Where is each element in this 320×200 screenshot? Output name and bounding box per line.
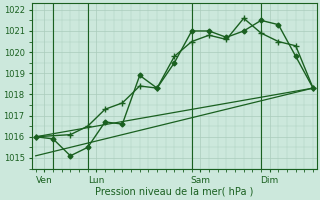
X-axis label: Pression niveau de la mer( hPa ): Pression niveau de la mer( hPa ) — [95, 187, 253, 197]
